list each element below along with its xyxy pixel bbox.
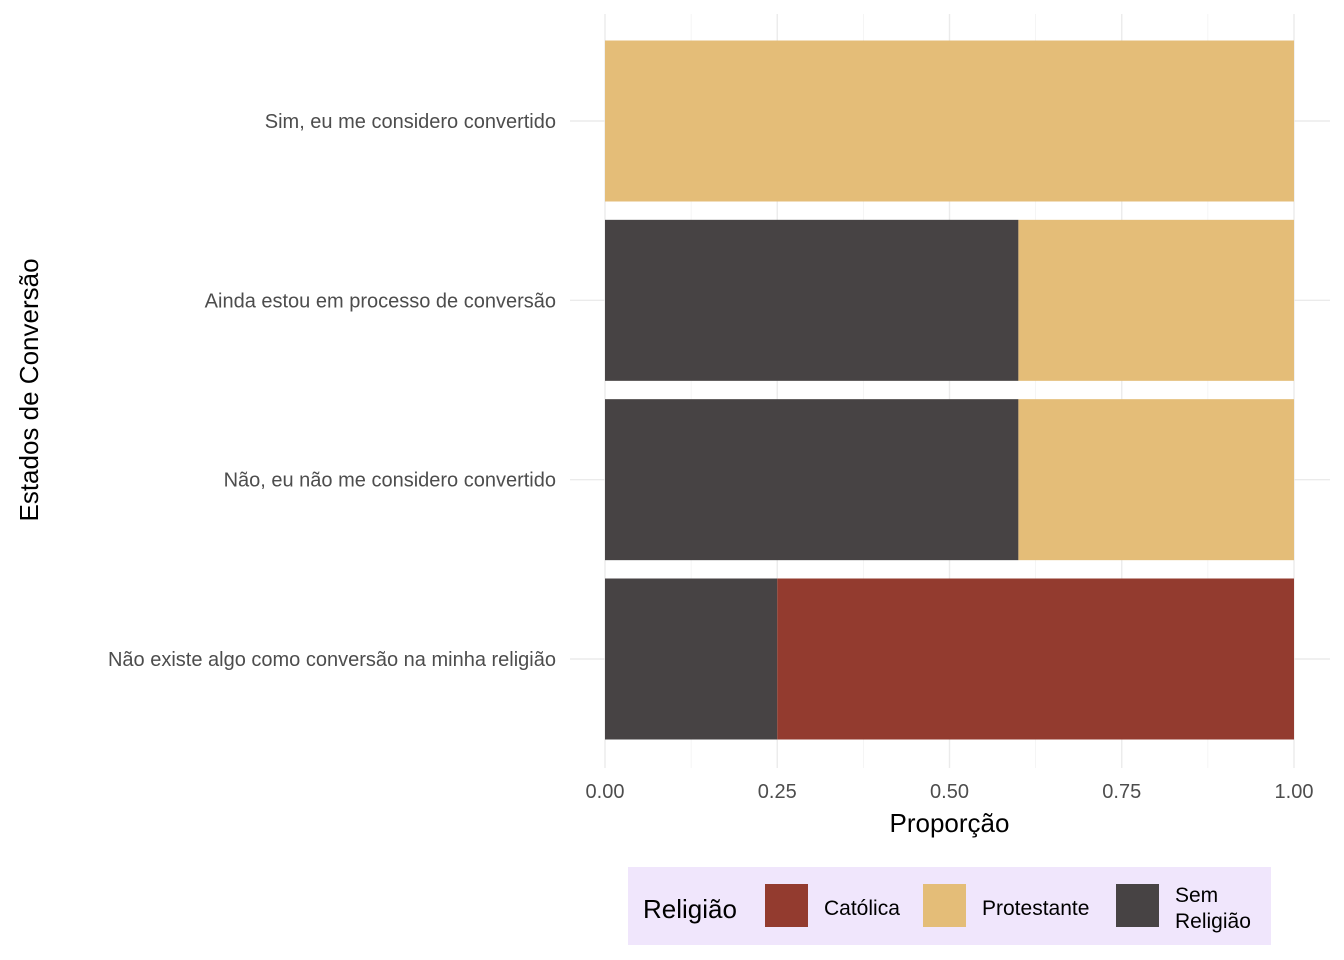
- y-tick-label: Não, eu não me considero convertido: [224, 470, 556, 492]
- legend-key: [923, 884, 966, 927]
- x-axis-tick-labels: 0.00 0.25 0.50 0.75 1.00: [586, 781, 1314, 803]
- legend-key: [1116, 884, 1159, 927]
- y-tick-label: Sim, eu me considero convertido: [265, 111, 556, 133]
- y-axis-tick-labels: Sim, eu me considero convertido Ainda est…: [108, 111, 556, 671]
- y-tick-label: Ainda estou em processo de conversão: [205, 290, 556, 312]
- bar-segment: [605, 578, 778, 740]
- bar-segment: [1018, 219, 1294, 381]
- x-tick-label: 0.25: [758, 781, 797, 803]
- legend-label: Protestante: [982, 897, 1089, 920]
- x-tick-label: 0.75: [1102, 781, 1141, 803]
- legend-items: Católica Protestante Sem Religião: [765, 884, 1251, 933]
- bars: [605, 40, 1294, 740]
- legend-label: Religião: [1175, 910, 1251, 933]
- x-tick-label: 0.50: [930, 781, 969, 803]
- bar-segment: [605, 219, 1019, 381]
- legend-title: Religião: [643, 894, 737, 924]
- x-tick-label: 0.00: [586, 781, 625, 803]
- legend-label: Católica: [824, 897, 900, 920]
- y-axis-title: Estados de Conversão: [14, 258, 44, 521]
- legend: Religião Católica Protestante Sem Religião: [628, 867, 1271, 945]
- x-axis-title: Proporção: [890, 808, 1010, 838]
- bar-segment: [1018, 399, 1294, 561]
- x-tick-label: 1.00: [1275, 781, 1314, 803]
- legend-label: Sem: [1175, 884, 1218, 907]
- bar-segment: [605, 40, 1294, 202]
- bar-segment: [605, 399, 1019, 561]
- y-tick-label: Não existe algo como conversão na minha …: [108, 649, 556, 671]
- legend-key: [765, 884, 808, 927]
- bar-segment: [777, 578, 1294, 740]
